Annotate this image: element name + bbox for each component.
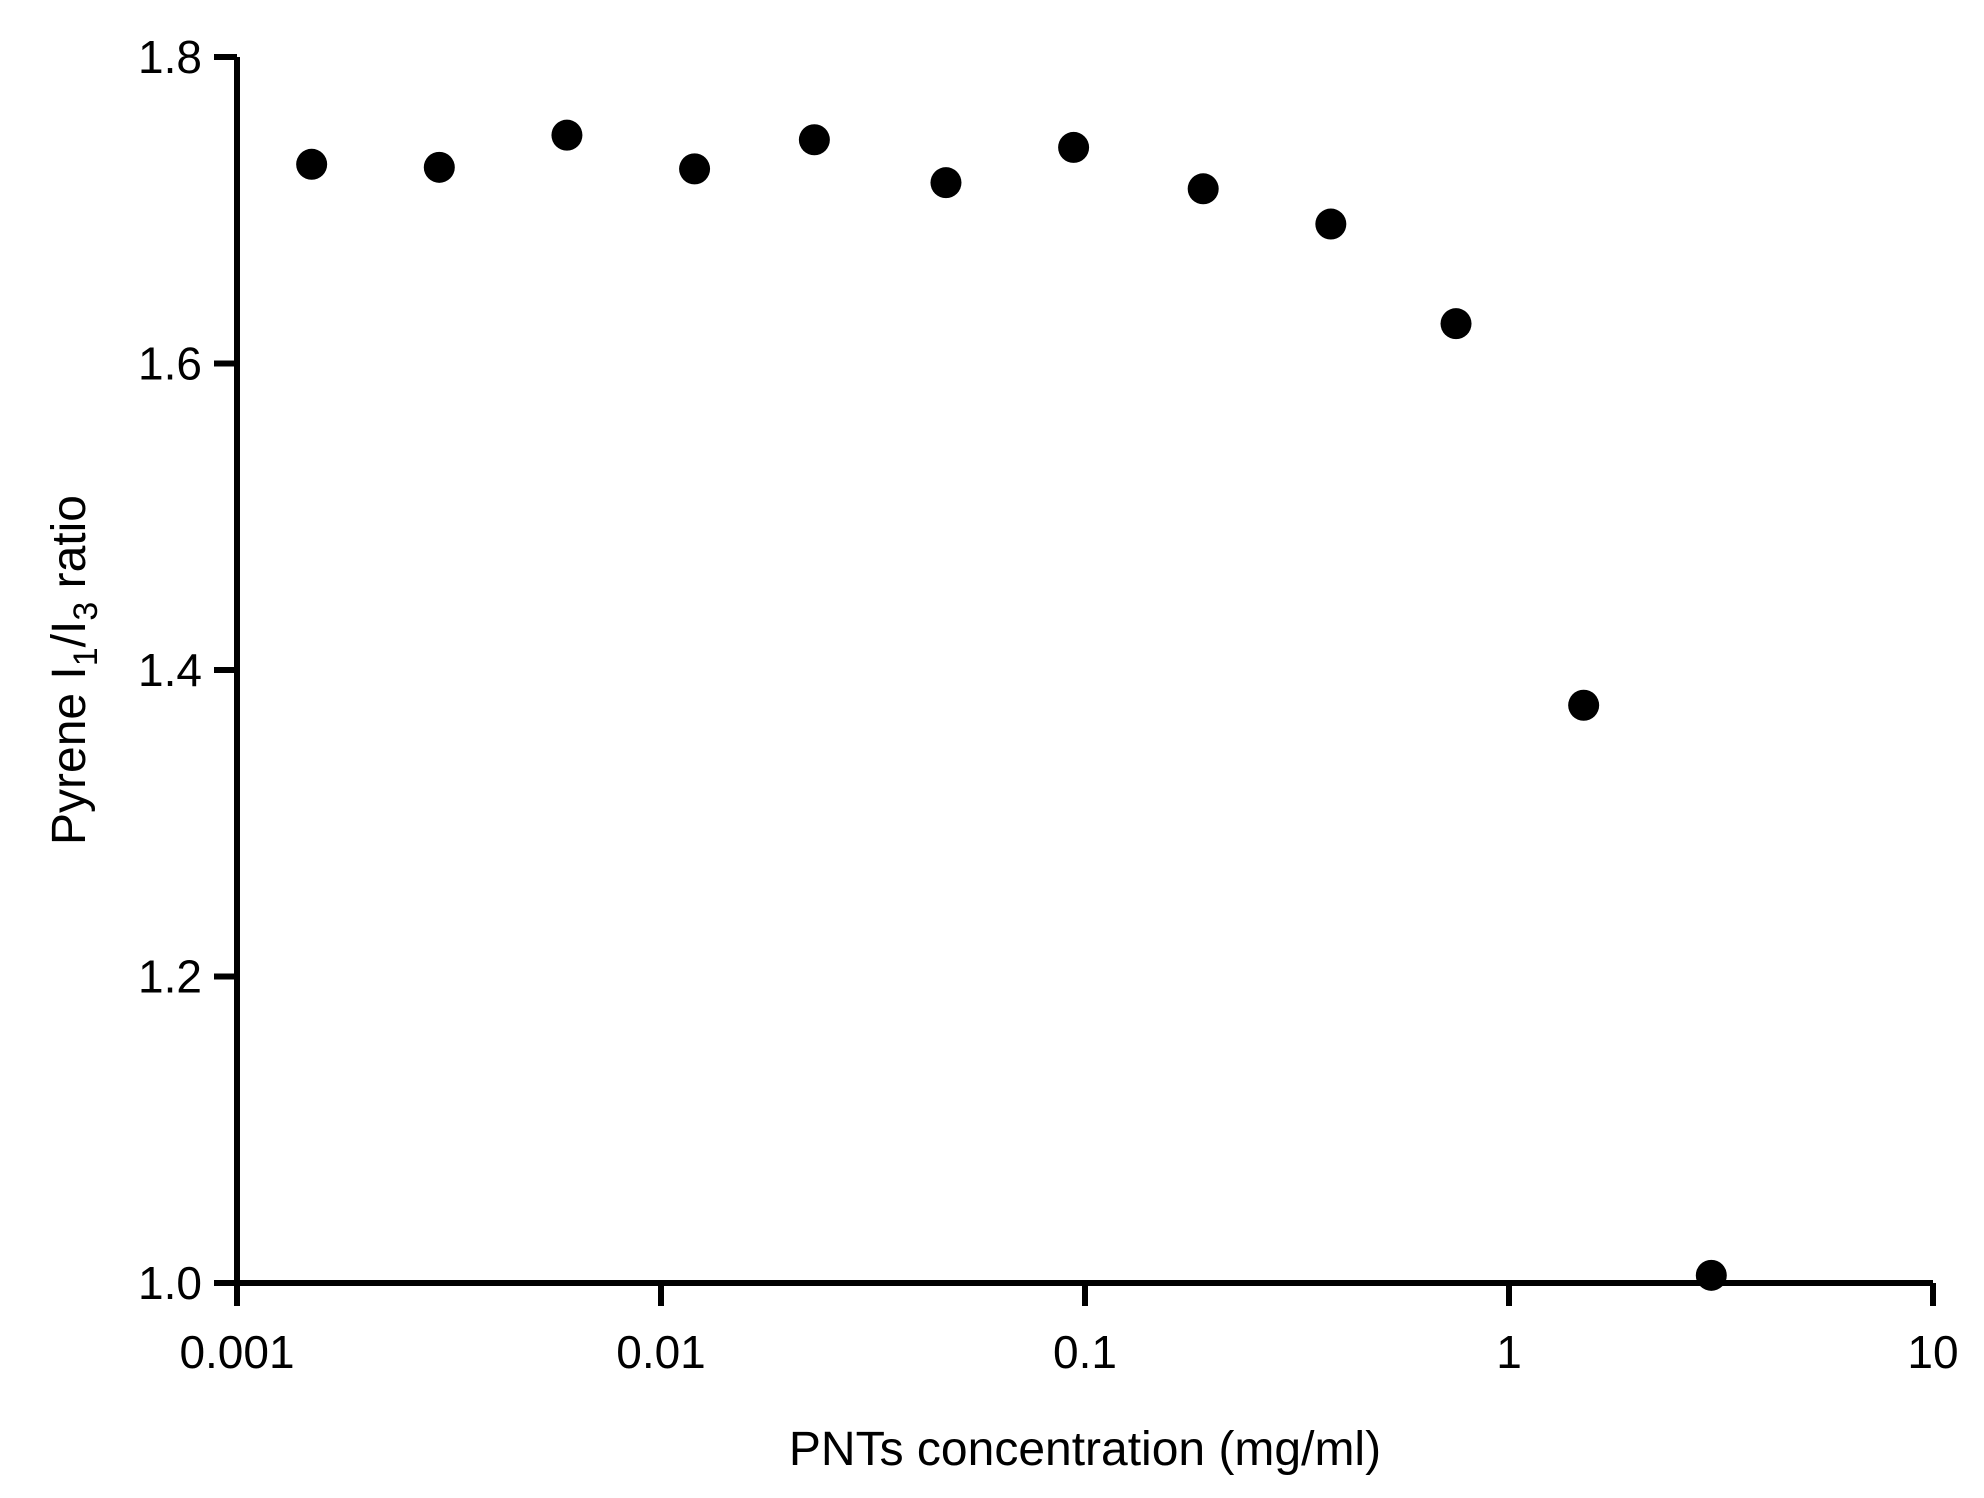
data-point [296, 148, 328, 180]
data-point [1187, 173, 1219, 205]
data-point [930, 167, 962, 199]
x-tick-label: 10 [1907, 1326, 1958, 1378]
y-tick-label: 1.8 [138, 31, 202, 83]
data-point [1440, 308, 1472, 340]
x-tick-label: 0.001 [179, 1326, 294, 1378]
y-tick-label: 1.2 [138, 951, 202, 1003]
data-point [1058, 131, 1090, 163]
data-point [798, 124, 830, 156]
y-tick-label: 1.4 [138, 644, 202, 696]
y-tick-label: 1.0 [138, 1257, 202, 1309]
y-tick-label: 1.6 [138, 338, 202, 390]
data-point [679, 153, 711, 185]
y-axis-title: Pyrene I1​/I3​ ratio [43, 495, 105, 845]
x-tick-label: 0.1 [1053, 1326, 1117, 1378]
x-tick-label: 0.01 [616, 1326, 706, 1378]
x-tick-label: 1 [1496, 1326, 1522, 1378]
data-point [551, 119, 583, 151]
data-point [1315, 208, 1347, 240]
data-point [423, 151, 455, 183]
data-point [1568, 689, 1600, 721]
data-point [1695, 1259, 1727, 1291]
x-axis-title: PNTs concentration (mg/ml) [789, 1423, 1381, 1476]
